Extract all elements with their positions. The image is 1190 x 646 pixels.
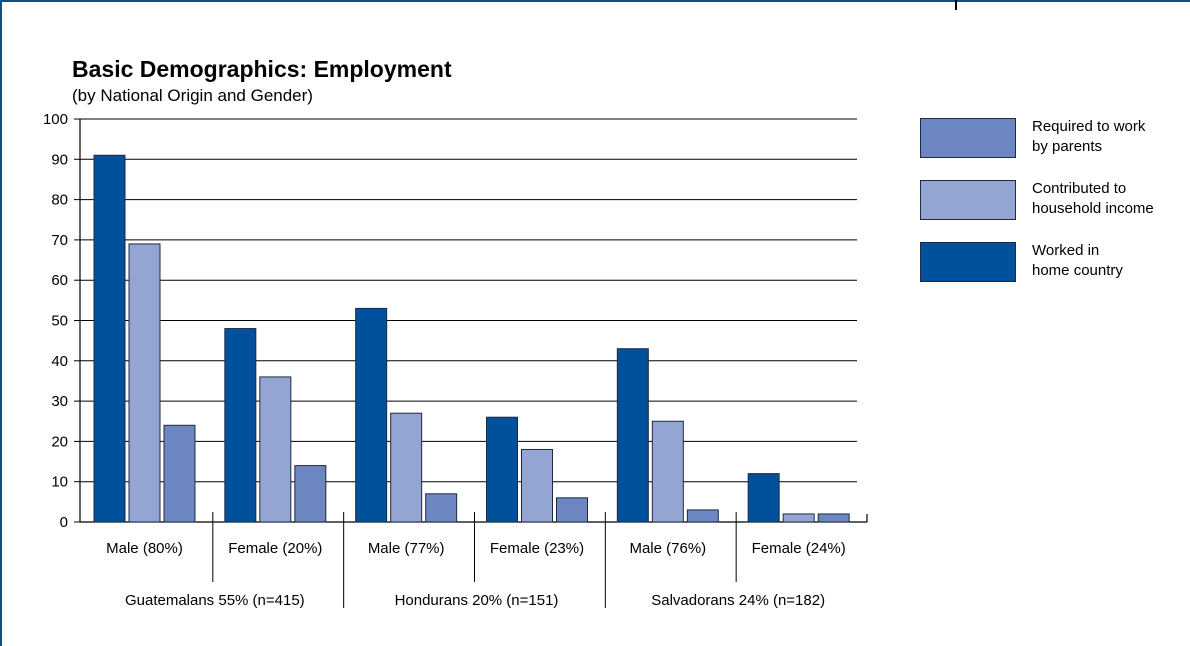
bar — [163, 424, 196, 523]
legend-label-line: Worked in — [1032, 242, 1100, 259]
y-tick-label: 70 — [51, 232, 68, 249]
category-label: Male (76%) — [629, 540, 706, 557]
y-tick-label: 60 — [51, 272, 68, 289]
y-tick-label: 0 — [60, 514, 68, 531]
y-tick-label: 50 — [51, 313, 68, 330]
bar — [651, 420, 684, 523]
bar — [355, 307, 388, 523]
legend-swatch-required — [920, 118, 1016, 158]
legend-label-line: home country — [1032, 262, 1123, 279]
y-tick-label: 80 — [51, 192, 68, 209]
bar — [486, 416, 518, 523]
group-label: Hondurans 20% (n=151) — [395, 592, 559, 609]
y-tick-label: 40 — [51, 353, 68, 370]
y-tick-label: 90 — [51, 151, 68, 168]
category-label: Female (23%) — [490, 540, 584, 557]
y-tick-label: 30 — [51, 393, 68, 410]
bar — [521, 448, 553, 523]
legend-label-line: household income — [1032, 200, 1154, 217]
category-label: Male (80%) — [106, 540, 183, 557]
bar — [556, 497, 588, 523]
category-label: Female (20%) — [228, 540, 322, 557]
legend-label-line: by parents — [1032, 138, 1103, 155]
y-tick-label: 20 — [51, 433, 68, 450]
legend-swatch-contributed — [920, 180, 1016, 220]
bar — [747, 473, 780, 523]
bar — [93, 154, 126, 523]
y-tick-label: 10 — [51, 474, 68, 491]
chart-title: Basic Demographics: Employment — [72, 56, 452, 82]
legend-label-required: Required to work by parents — [1032, 117, 1190, 157]
category-label: Female (24%) — [752, 540, 846, 557]
category-label: Male (77%) — [368, 540, 445, 557]
bar — [782, 513, 815, 523]
legend-label-line: Contributed to — [1032, 180, 1127, 197]
legend-swatch-worked — [920, 242, 1016, 282]
bar — [128, 243, 161, 523]
bar — [294, 465, 327, 523]
group-label: Guatemalans 55% (n=415) — [125, 592, 305, 609]
legend-label-line: Required to work — [1032, 118, 1146, 135]
group-label: Salvadorans 24% (n=182) — [651, 592, 825, 609]
chart-subtitle: (by National Origin and Gender) — [72, 86, 313, 105]
legend-label-contributed: Contributed to household income — [1032, 179, 1190, 219]
bar — [390, 412, 423, 523]
frame-corner-tick — [955, 0, 957, 10]
bar — [616, 348, 649, 523]
legend-label-worked: Worked in home country — [1032, 241, 1190, 281]
bar — [817, 513, 850, 523]
bar — [224, 328, 257, 523]
y-tick-label: 100 — [43, 111, 68, 128]
bar — [686, 509, 719, 523]
bar — [259, 376, 292, 523]
bar — [425, 493, 458, 523]
